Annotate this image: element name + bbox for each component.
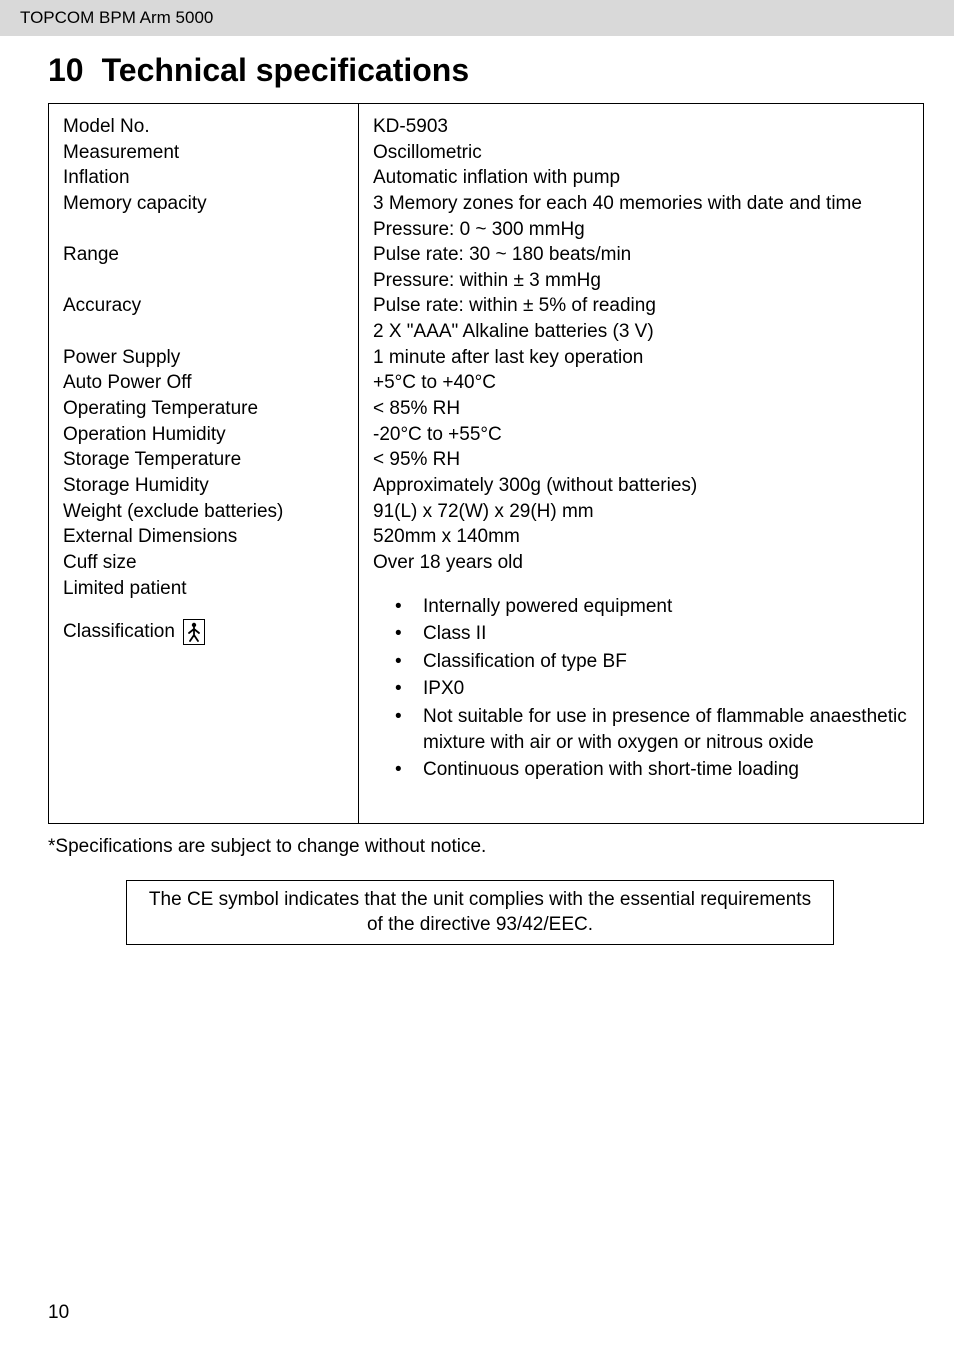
value-ext-dimensions: 91(L) x 72(W) x 29(H) mm (373, 499, 911, 525)
label-measurement: Measurement (63, 140, 346, 166)
label-range: Range (63, 242, 346, 268)
value-memory-capacity: 3 Memory zones for each 40 memories with… (373, 191, 911, 217)
value-inflation: Automatic inflation with pump (373, 165, 911, 191)
value-accuracy-pulse: Pulse rate: within ± 5% of reading (373, 293, 911, 319)
label-power-supply: Power Supply (63, 345, 346, 371)
label-limited-patient: Limited patient (63, 576, 346, 602)
value-operating-temp: +5°C to +40°C (373, 370, 911, 396)
value-operation-humidity: < 85% RH (373, 396, 911, 422)
label-model-no: Model No. (63, 114, 346, 140)
label-inflation: Inflation (63, 165, 346, 191)
classification-item: IPX0 (395, 676, 911, 702)
value-model-no: KD-5903 (373, 114, 911, 140)
label-classification: Classification (63, 619, 175, 645)
label-storage-temp: Storage Temperature (63, 447, 346, 473)
value-storage-humidity: < 95% RH (373, 447, 911, 473)
header-bar: TOPCOM BPM Arm 5000 (0, 0, 954, 36)
classification-item: Class II (395, 621, 911, 647)
value-auto-power-off: 1 minute after last key operation (373, 345, 911, 371)
person-icon (183, 619, 205, 645)
classification-item: Internally powered equipment (395, 594, 911, 620)
classification-item: Not suitable for use in presence of flam… (395, 704, 911, 755)
page-content: 10 Technical specifications Model No. Mea… (0, 36, 954, 945)
label-operating-temp: Operating Temperature (63, 396, 346, 422)
label-weight: Weight (exclude batteries) (63, 499, 346, 525)
label-ext-dimensions: External Dimensions (63, 524, 346, 550)
product-name: TOPCOM BPM Arm 5000 (20, 8, 213, 27)
section-heading: 10 Technical specifications (48, 52, 924, 89)
spec-labels-cell: Model No. Measurement Inflation Memory c… (49, 104, 359, 824)
footnote: *Specifications are subject to change wi… (48, 836, 924, 858)
classification-list: Internally powered equipment Class II Cl… (373, 594, 911, 783)
heading-number: 10 (48, 52, 84, 89)
value-accuracy-pressure: Pressure: within ± 3 mmHg (373, 268, 911, 294)
value-range-pulse: Pulse rate: 30 ~ 180 beats/min (373, 242, 911, 268)
value-limited-patient: Over 18 years old (373, 550, 911, 576)
label-auto-power-off: Auto Power Off (63, 370, 346, 396)
classification-item: Continuous operation with short-time loa… (395, 757, 911, 783)
ce-notice-text: The CE symbol indicates that the unit co… (149, 889, 811, 936)
spec-values-cell: KD-5903 Oscillometric Automatic inflatio… (359, 104, 924, 824)
label-storage-humidity: Storage Humidity (63, 473, 346, 499)
label-cuff-size: Cuff size (63, 550, 346, 576)
ce-notice-box: The CE symbol indicates that the unit co… (126, 880, 834, 945)
heading-title: Technical specifications (102, 52, 470, 88)
value-power-supply: 2 X "AAA" Alkaline batteries (3 V) (373, 319, 911, 345)
value-cuff-size: 520mm x 140mm (373, 524, 911, 550)
value-range-pressure: Pressure: 0 ~ 300 mmHg (373, 217, 911, 243)
value-measurement: Oscillometric (373, 140, 911, 166)
label-classification-row: Classification (63, 619, 346, 645)
label-operation-humidity: Operation Humidity (63, 422, 346, 448)
page-number: 10 (48, 1302, 69, 1324)
value-weight: Approximately 300g (without batteries) (373, 473, 911, 499)
label-memory-capacity: Memory capacity (63, 191, 346, 217)
spec-table: Model No. Measurement Inflation Memory c… (48, 103, 924, 824)
classification-item: Classification of type BF (395, 649, 911, 675)
label-accuracy: Accuracy (63, 293, 346, 319)
value-storage-temp: -20°C to +55°C (373, 422, 911, 448)
